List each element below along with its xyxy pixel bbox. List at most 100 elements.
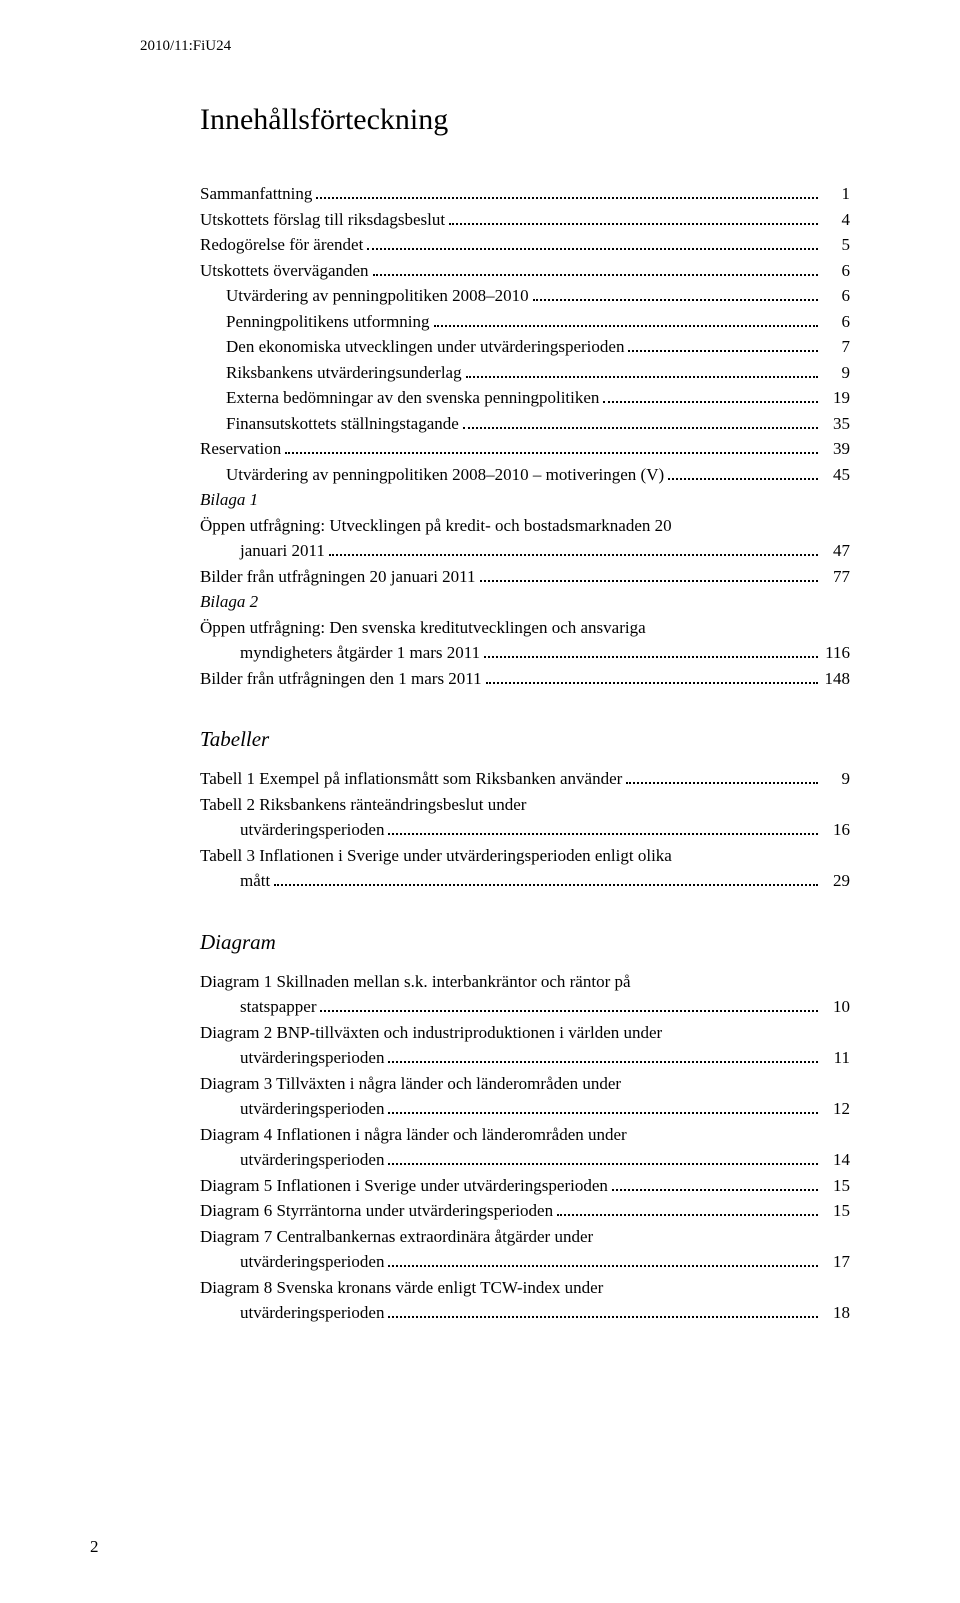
toc-label: Diagram 4 Inflationen i några länder och… [200,1122,627,1148]
toc-page: 29 [822,868,850,894]
toc-dots [388,1316,818,1318]
toc-page: 6 [822,309,850,335]
toc-row: Diagram 1 Skillnaden mellan s.k. interba… [200,969,850,995]
toc-label: utvärderingsperioden [240,1300,384,1326]
toc-dots [388,1061,818,1063]
toc-label: Öppen utfrågning: Den svenska kreditutve… [200,615,646,641]
toc-label: Tabell 2 Riksbankens ränteändringsbeslut… [200,792,526,818]
toc-row: utvärderingsperioden18 [200,1300,850,1326]
toc-label: utvärderingsperioden [240,1096,384,1122]
toc-label: Diagram 6 Styrräntorna under utvärdering… [200,1198,553,1224]
toc-row: Tabell 3 Inflationen i Sverige under utv… [200,843,850,869]
toc-list: Diagram 1 Skillnaden mellan s.k. interba… [200,969,850,1326]
toc-label: utvärderingsperioden [240,817,384,843]
toc-page: 9 [822,360,850,386]
toc-dots [388,1265,818,1267]
toc-row: Externa bedömningar av den svenska penni… [200,385,850,411]
toc-row: Diagram 7 Centralbankernas extraordinära… [200,1224,850,1250]
document-id: 2010/11:FiU24 [140,38,850,55]
toc-row: Utvärdering av penningpolitiken 2008–201… [200,462,850,488]
toc-label: Diagram 1 Skillnaden mellan s.k. interba… [200,969,631,995]
toc-row: Redogörelse för ärendet 5 [200,232,850,258]
toc-row: Öppen utfrågning: Utvecklingen på kredit… [200,513,850,539]
toc-label: mått [240,868,270,894]
toc-list: Tabell 1 Exempel på inflationsmått som R… [200,766,850,894]
toc-label: Tabell 1 Exempel på inflationsmått som R… [200,766,622,792]
toc-page: 1 [822,181,850,207]
toc-row: januari 2011 47 [200,538,850,564]
toc-row: Finansutskottets ställningstagande 35 [200,411,850,437]
toc-label: utvärderingsperioden [240,1045,384,1071]
toc-row: Diagram 8 Svenska kronans värde enligt T… [200,1275,850,1301]
toc-dots [449,223,818,225]
toc-dots [329,554,818,556]
toc-dots [274,884,818,886]
toc-dots [373,274,818,276]
toc-label: Den ekonomiska utvecklingen under utvärd… [226,334,624,360]
toc-dots [626,782,818,784]
toc-label: Bilder från utfrågningen den 1 mars 2011 [200,666,482,692]
toc-container: Sammanfattning1Utskottets förslag till r… [140,181,850,1326]
toc-dots [486,682,818,684]
toc-row: Öppen utfrågning: Den svenska kreditutve… [200,615,850,641]
toc-page: 9 [822,766,850,792]
toc-list: Sammanfattning1Utskottets förslag till r… [200,181,850,691]
toc-row: Reservation39 [200,436,850,462]
toc-dots [603,401,818,403]
toc-dots [434,325,818,327]
toc-dots [316,197,818,199]
toc-row: Diagram 6 Styrräntorna under utvärdering… [200,1198,850,1224]
toc-label: Utvärdering av penningpolitiken 2008–201… [226,462,664,488]
toc-label: Bilaga 1 [200,487,258,513]
toc-label: januari 2011 [240,538,325,564]
toc-dots [628,350,818,352]
toc-label: Utskottets överväganden [200,258,369,284]
toc-page: 39 [822,436,850,462]
toc-section-heading: Tabeller [200,727,850,752]
toc-page: 10 [822,994,850,1020]
toc-row: Utskottets överväganden 6 [200,258,850,284]
toc-page: 14 [822,1147,850,1173]
toc-dots [388,833,818,835]
toc-label: Sammanfattning [200,181,312,207]
toc-dots [367,248,818,250]
toc-page: 6 [822,258,850,284]
toc-row: Utskottets förslag till riksdagsbeslut4 [200,207,850,233]
toc-page: 77 [822,564,850,590]
toc-dots [388,1112,818,1114]
toc-label: Riksbankens utvärderingsunderlag [226,360,462,386]
toc-row: Penningpolitikens utformning6 [200,309,850,335]
toc-row: Tabell 2 Riksbankens ränteändringsbeslut… [200,792,850,818]
toc-row: Bilaga 1 [200,487,850,513]
toc-page: 35 [822,411,850,437]
toc-page: 19 [822,385,850,411]
toc-page: 12 [822,1096,850,1122]
toc-row: utvärderingsperioden11 [200,1045,850,1071]
toc-page: 7 [822,334,850,360]
toc-row: Sammanfattning 1 [200,181,850,207]
toc-dots [480,580,818,582]
toc-row: Diagram 3 Tillväxten i några länder och … [200,1071,850,1097]
page-number: 2 [90,1537,99,1557]
toc-row: utvärderingsperioden17 [200,1249,850,1275]
toc-label: Diagram 5 Inflationen i Sverige under ut… [200,1173,608,1199]
toc-label: Diagram 3 Tillväxten i några länder och … [200,1071,621,1097]
toc-page: 16 [822,817,850,843]
toc-label: Finansutskottets ställningstagande [226,411,459,437]
toc-label: Utskottets förslag till riksdagsbeslut [200,207,445,233]
toc-label: Externa bedömningar av den svenska penni… [226,385,599,411]
toc-page: 148 [822,666,850,692]
toc-page: 47 [822,538,850,564]
toc-label: Diagram 8 Svenska kronans värde enligt T… [200,1275,603,1301]
toc-label: Diagram 7 Centralbankernas extraordinära… [200,1224,593,1250]
toc-dots [484,656,818,658]
toc-row: Den ekonomiska utvecklingen under utvärd… [200,334,850,360]
toc-page: 5 [822,232,850,258]
toc-label: Diagram 2 BNP-tillväxten och industripro… [200,1020,662,1046]
toc-row: utvärderingsperioden14 [200,1147,850,1173]
toc-row: myndigheters åtgärder 1 mars 2011116 [200,640,850,666]
toc-row: mått 29 [200,868,850,894]
toc-row: Utvärdering av penningpolitiken 2008–201… [200,283,850,309]
toc-dots [557,1214,818,1216]
toc-label: Redogörelse för ärendet [200,232,363,258]
